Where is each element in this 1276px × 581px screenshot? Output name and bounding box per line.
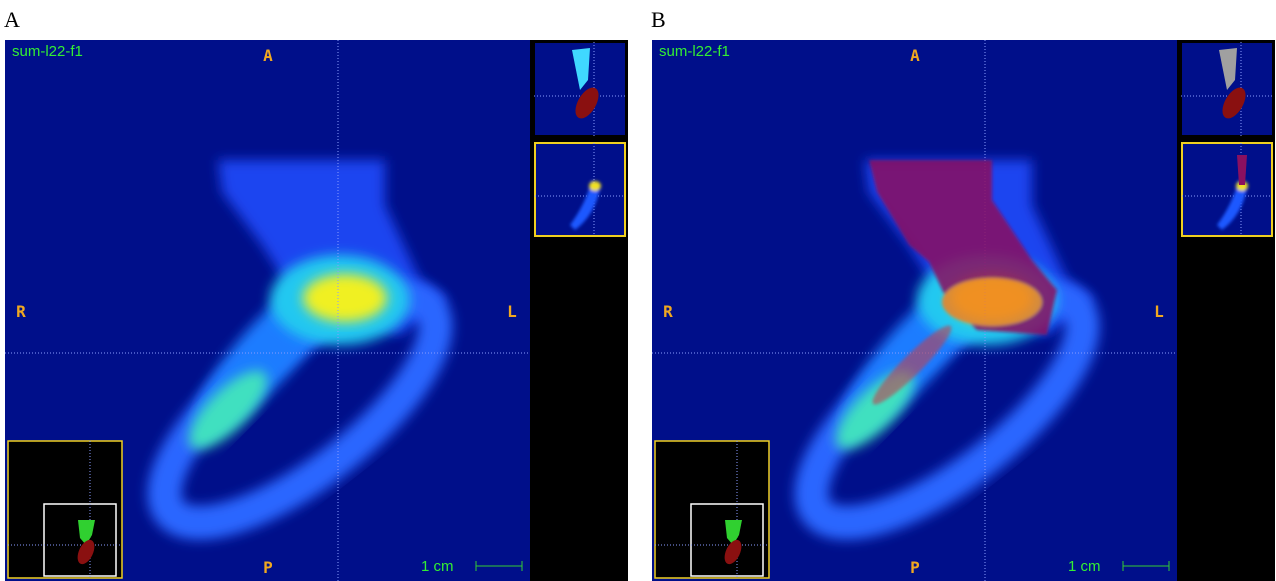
orient-top: A [263,46,273,65]
panel-label: B [651,7,666,32]
orient-top: A [910,46,920,65]
scale-label: 1 cm [1068,558,1101,575]
orient-bottom: P [910,558,920,577]
scale-label: 1 cm [421,558,454,575]
orient-left: R [663,302,673,321]
orient-left: R [16,302,26,321]
series-label: sum-l22-f1 [12,43,83,60]
orient-right: L [507,302,517,321]
figure: A sum-l22-f1 A P R L 1 cm B sum-l22-f1 A… [0,0,1276,581]
series-label: sum-l22-f1 [659,43,730,60]
viewer [5,40,628,581]
panel-label: A [4,7,20,32]
panel-b: B sum-l22-f1 A P R L 1 cm [651,7,1275,581]
orient-bottom: P [263,558,273,577]
orient-right: L [1154,302,1164,321]
panel-a: A sum-l22-f1 A P R L 1 cm [4,7,628,581]
